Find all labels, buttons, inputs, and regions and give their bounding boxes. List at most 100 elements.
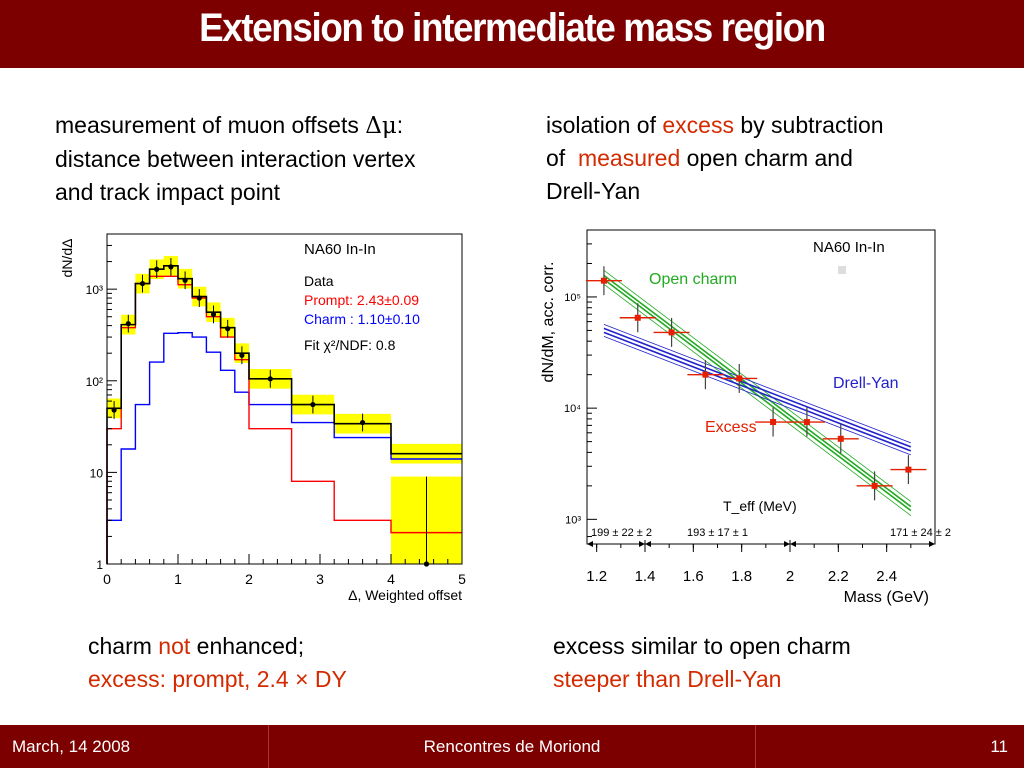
right-desc-l1a: isolation of: [546, 112, 663, 138]
right-description: isolation of excess by subtraction of me…: [546, 109, 1006, 208]
data-point: [225, 326, 231, 332]
teff-arrow-left: [790, 541, 796, 547]
teff-arrow-left: [587, 541, 593, 547]
data-point: [111, 407, 117, 413]
data-point: [196, 295, 202, 301]
teff-value-label: 193 ± 17 ± 1: [687, 527, 748, 539]
y-tick-label: 10³: [565, 514, 581, 526]
open-charm-label: Open charm: [649, 271, 737, 288]
x-tick-label: 5: [458, 571, 466, 587]
band-line: [603, 327, 912, 448]
excess-point: [634, 314, 641, 321]
band-line: [603, 336, 911, 456]
excess-point: [905, 466, 912, 473]
footer-page-number: 11: [990, 737, 1008, 756]
legend-prompt: Prompt: 2.43±0.09: [304, 292, 419, 308]
right-desc-l3: Drell-Yan: [546, 178, 641, 204]
excess-highlight: excess: [662, 112, 734, 138]
data-point: [210, 311, 217, 318]
right-desc-l2c: open charm and: [680, 145, 853, 171]
measured-highlight: measured: [577, 145, 681, 171]
x-tick-label: 1.4: [635, 568, 656, 585]
chart-title: NA60 In-In: [304, 241, 376, 258]
x-tick-label: 4: [387, 571, 395, 587]
y-axis-label: dN/dM, acc. corr.: [540, 262, 557, 383]
teff-value-label: 199 ± 22 ± 2: [591, 527, 652, 539]
data-point: [139, 280, 146, 287]
left-caption: charm not enhanced; excess: prompt, 2.4 …: [88, 630, 508, 696]
x-tick-label: 1.8: [731, 568, 752, 585]
left-desc-line3: and track impact point: [55, 179, 281, 205]
data-point: [182, 277, 188, 283]
footer-event: Rencontres de Moriond: [423, 737, 601, 756]
excess-point: [770, 419, 777, 426]
excess-point: [736, 375, 743, 382]
y-tick-label: 10: [90, 466, 104, 480]
left-caption-l1c: enhanced;: [190, 633, 305, 659]
slide-title: Extension to intermediate mass region: [199, 6, 826, 50]
band-line: [603, 331, 912, 452]
left-description: measurement of muon offsets Δμ: distance…: [55, 109, 525, 209]
teff-arrow-left: [645, 541, 651, 547]
x-axis-label: Mass (GeV): [844, 589, 929, 606]
data-point: [125, 321, 131, 327]
x-axis-label: Δ, Weighted offset: [348, 587, 462, 603]
right-desc-l1c: by subtraction: [733, 112, 884, 138]
data-point: [360, 419, 366, 426]
excess-point: [668, 329, 675, 336]
y-tick-label: 1: [96, 558, 103, 572]
y-tick-label: 10⁴: [564, 403, 581, 415]
excess-point: [702, 371, 709, 378]
x-tick-label: 2: [245, 571, 253, 587]
legend-fit: Fit χ²/NDF: 0.8: [304, 337, 396, 353]
left-desc-colon: :: [396, 112, 404, 138]
data-point: [267, 376, 273, 382]
excess-point: [837, 435, 844, 442]
y-tick-label: 10⁵: [564, 292, 581, 304]
excess-point: [600, 277, 607, 284]
left-caption-l2: excess: prompt, 2.4 × DY: [88, 666, 347, 692]
footer-date: March, 14 2008: [12, 737, 131, 756]
excess-point: [803, 419, 810, 426]
left-caption-l1a: charm: [88, 633, 159, 659]
y-axis-label: dN/dΔ: [59, 239, 75, 278]
plot-frame: [586, 229, 936, 545]
chart-title: NA60 In-In: [813, 239, 885, 256]
right-caption: excess similar to open charm steeper tha…: [553, 630, 993, 696]
excess-label: Excess: [705, 419, 757, 436]
x-tick-label: 0: [103, 571, 111, 587]
left-desc-line1: measurement of muon offsets: [55, 112, 366, 138]
drell-yan-label: Drell-Yan: [833, 375, 899, 392]
small-marker: [838, 266, 846, 274]
teff-label: T_eff (MeV): [723, 498, 797, 514]
plot-frame: [106, 233, 463, 565]
footer-divider: [755, 725, 756, 768]
right-caption-l2: steeper than Drell-Yan: [553, 666, 782, 692]
teff-arrow-right: [929, 541, 935, 547]
data-point: [154, 266, 160, 272]
x-tick-label: 3: [316, 571, 324, 587]
right-desc-l2a: of: [546, 145, 578, 171]
mass-spectrum-chart: Open charm Drell-Yan Excess NA60 In-In T_eff…: [540, 229, 951, 606]
data-point: [423, 561, 430, 567]
data-point: [168, 264, 174, 270]
band-line: [603, 284, 912, 516]
x-tick-label: 1: [174, 571, 182, 587]
band-line: [603, 270, 912, 502]
left-desc-line2: distance between interaction vertex: [55, 146, 416, 172]
x-tick-label: 2.2: [828, 568, 849, 585]
delta-mu-symbol: Δμ: [365, 113, 397, 139]
x-tick-label: 2: [786, 568, 794, 585]
teff-value-label: 171 ± 24 ± 2: [890, 527, 951, 539]
data-point: [239, 352, 245, 358]
not-highlight: not: [158, 633, 191, 659]
right-caption-l1: excess similar to open charm: [553, 633, 851, 659]
footer-bar: March, 14 2008 Rencontres de Moriond 11: [0, 725, 1024, 768]
x-tick-label: 1.6: [683, 568, 704, 585]
fit-histogram-line: [106, 264, 462, 564]
excess-point: [871, 482, 878, 489]
title-bar: Extension to intermediate mass region: [0, 0, 1024, 68]
data-point: [310, 401, 316, 408]
x-tick-label: 1.2: [586, 568, 607, 585]
